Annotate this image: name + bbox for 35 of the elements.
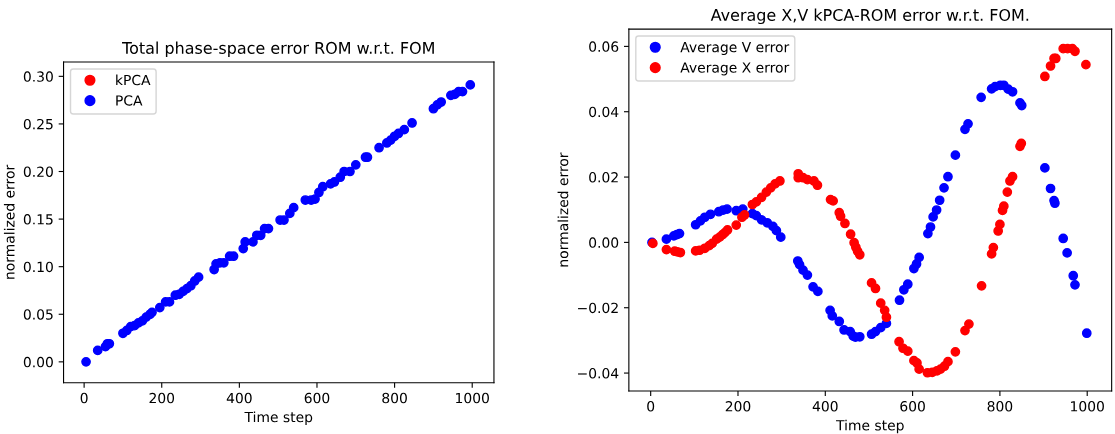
y-tick-label: 0.00 — [23, 356, 53, 368]
y-tick-label: 0.06 — [589, 41, 619, 52]
x-tick-label: 400 — [226, 392, 252, 404]
y-tick-label: 0.10 — [23, 261, 53, 273]
y-tick-label: 0.00 — [589, 237, 619, 248]
chart-title: Total phase-space error ROM w.r.t. FOM — [122, 41, 434, 58]
x-tick-label: 1000 — [456, 392, 489, 404]
legend-label: kPCA — [116, 74, 151, 86]
y-tick-label: 0.05 — [23, 309, 53, 320]
x-tick-label: 800 — [987, 401, 1013, 412]
x-tick-label: 800 — [382, 392, 407, 404]
x-tick-label: 0 — [647, 401, 655, 412]
x-tick-label: 600 — [900, 401, 925, 412]
x-tick-label: 200 — [149, 392, 175, 404]
y-tick-label: 0.25 — [23, 118, 53, 130]
x-tick-label: 400 — [812, 401, 838, 412]
y-tick-label: 0.04 — [589, 106, 619, 118]
y-axis-title: normalized error — [557, 152, 569, 267]
legend-label: Average V error — [680, 42, 790, 56]
x-axis-title: Time step — [836, 419, 904, 434]
y-tick-label: −0.04 — [578, 368, 619, 379]
x-axis-title: Time step — [244, 411, 313, 425]
y-tick-label: 0.30 — [23, 71, 53, 82]
legend-label: PCA — [116, 95, 143, 106]
chart-title: Average X,V kPCA-ROM error w.r.t. FOM. — [710, 8, 1029, 25]
y-tick-label: 0.20 — [23, 166, 53, 177]
y-tick-label: −0.02 — [578, 302, 618, 314]
x-tick-label: 200 — [725, 401, 751, 412]
x-tick-label: 0 — [80, 392, 88, 404]
x-tick-label: 1000 — [1071, 401, 1104, 412]
y-axis-title: normalized error — [3, 164, 15, 279]
y-tick-label: 0.02 — [589, 172, 618, 183]
x-tick-label: 600 — [304, 392, 330, 404]
y-tick-label: 0.15 — [23, 214, 53, 225]
legend-label: Average X error — [680, 62, 790, 76]
